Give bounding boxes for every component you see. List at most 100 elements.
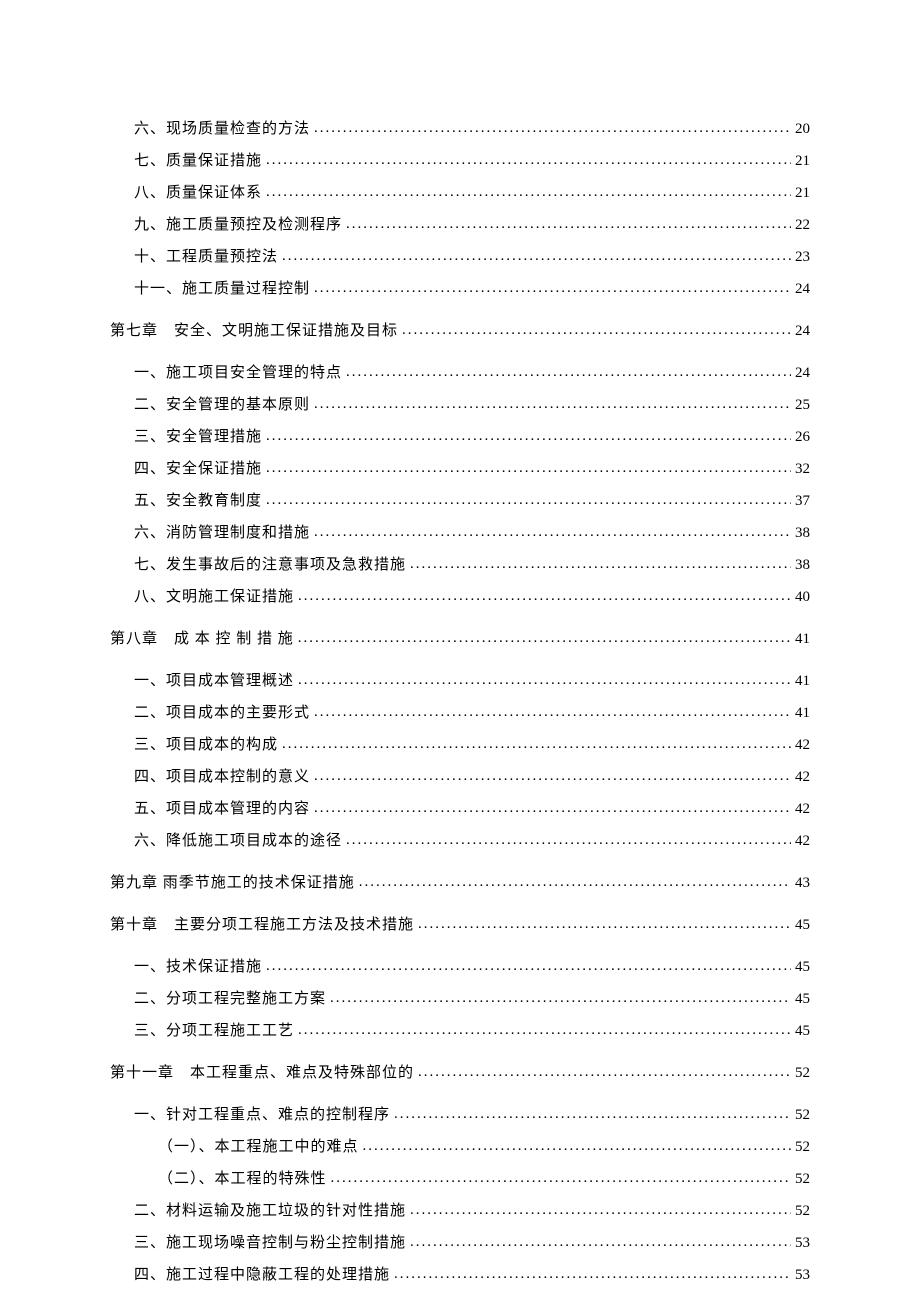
toc-entry-label: 第七章 安全、文明施工保证措施及目标 — [110, 322, 398, 340]
toc-leader-dots — [394, 1105, 791, 1123]
toc-entry-page: 52 — [795, 1138, 810, 1156]
toc-entry: 二、项目成本的主要形式41 — [110, 704, 810, 722]
toc-entry-label: 六、现场质量检查的方法 — [134, 120, 310, 138]
toc-entry-page: 45 — [795, 990, 810, 1008]
toc-entry: 七、发生事故后的注意事项及急救措施 38 — [110, 556, 810, 574]
toc-entry: 四、施工过程中隐蔽工程的处理措施53 — [110, 1266, 810, 1284]
toc-entry-page: 21 — [795, 184, 810, 202]
toc-leader-dots — [346, 215, 791, 233]
toc-leader-dots — [314, 279, 791, 297]
toc-entry-page: 32 — [795, 460, 810, 478]
toc-entry-label: 五、安全教育制度 — [134, 492, 262, 510]
toc-entry: 二、材料运输及施工垃圾的针对性措施 52 — [110, 1202, 810, 1220]
toc-entry: 五、安全教育制度 37 — [110, 492, 810, 510]
toc-leader-dots — [298, 629, 791, 647]
toc-entry: 三、项目成本的构成 42 — [110, 736, 810, 754]
toc-leader-dots — [418, 915, 791, 933]
toc-entry: 一、针对工程重点、难点的控制程序52 — [110, 1106, 810, 1124]
toc-entry-label: 三、项目成本的构成 — [134, 736, 278, 754]
toc-entry-page: 21 — [795, 152, 810, 170]
toc-entry-label: 五、项目成本管理的内容 — [134, 800, 310, 818]
toc-entry: 三、施工现场噪音控制与粉尘控制措施 53 — [110, 1234, 810, 1252]
toc-leader-dots — [346, 831, 791, 849]
toc-entry-label: 三、施工现场噪音控制与粉尘控制措施 — [134, 1234, 406, 1252]
toc-entry-label: 三、分项工程施工工艺 — [134, 1022, 294, 1040]
toc-entry-page: 42 — [795, 736, 810, 754]
toc-entry-page: 23 — [795, 248, 810, 266]
toc-entry-label: 十一、施工质量过程控制 — [134, 280, 310, 298]
toc-entry: 八、文明施工保证措施40 — [110, 588, 810, 606]
toc-entry: 第十章 主要分项工程施工方法及技术措施45 — [110, 916, 810, 934]
toc-leader-dots — [266, 957, 791, 975]
toc-entry-label: 二、分项工程完整施工方案 — [134, 990, 326, 1008]
toc-entry-label: 一、施工项目安全管理的特点 — [134, 364, 342, 382]
toc-entry: 四、项目成本控制的意义 42 — [110, 768, 810, 786]
toc-entry: 六、消防管理制度和措施38 — [110, 524, 810, 542]
toc-leader-dots — [410, 1201, 791, 1219]
toc-entry-label: （二）、本工程的特殊性 — [158, 1170, 327, 1188]
toc-leader-dots — [394, 1265, 791, 1283]
toc-entry-page: 26 — [795, 428, 810, 446]
toc-entry: 一、项目成本管理概述 41 — [110, 672, 810, 690]
toc-entry-page: 53 — [795, 1234, 810, 1252]
toc-entry: 第十一章 本工程重点、难点及特殊部位的 52 — [110, 1064, 810, 1082]
toc-entry: 九、施工质量预控及检测程序22 — [110, 216, 810, 234]
toc-entry-label: 四、项目成本控制的意义 — [134, 768, 310, 786]
toc-entry: 十、工程质量预控法23 — [110, 248, 810, 266]
toc-entry-label: 二、材料运输及施工垃圾的针对性措施 — [134, 1202, 406, 1220]
toc-leader-dots — [314, 799, 791, 817]
toc-entry-page: 38 — [795, 556, 810, 574]
toc-leader-dots — [266, 427, 791, 445]
toc-entry-label: 二、项目成本的主要形式 — [134, 704, 310, 722]
toc-entry: 一、技术保证措施45 — [110, 958, 810, 976]
toc-entry: 二、分项工程完整施工方案 45 — [110, 990, 810, 1008]
toc-entry: （一）、本工程施工中的难点 52 — [110, 1138, 810, 1156]
toc-entry-page: 45 — [795, 1022, 810, 1040]
toc-entry-page: 52 — [795, 1064, 810, 1082]
toc-entry-label: 一、项目成本管理概述 — [134, 672, 294, 690]
toc-leader-dots — [314, 395, 791, 413]
toc-leader-dots — [410, 555, 791, 573]
toc-leader-dots — [346, 363, 791, 381]
toc-leader-dots — [314, 523, 791, 541]
toc-entry-label: 四、施工过程中隐蔽工程的处理措施 — [134, 1266, 390, 1284]
toc-leader-dots — [282, 735, 791, 753]
toc-leader-dots — [266, 183, 791, 201]
toc-entry-label: 八、质量保证体系 — [134, 184, 262, 202]
toc-entry-label: 八、文明施工保证措施 — [134, 588, 294, 606]
toc-entry-label: 六、消防管理制度和措施 — [134, 524, 310, 542]
toc-entry-page: 45 — [795, 916, 810, 934]
toc-entry: 三、分项工程施工工艺 45 — [110, 1022, 810, 1040]
toc-entry-page: 45 — [795, 958, 810, 976]
toc-leader-dots — [266, 151, 791, 169]
toc-leader-dots — [418, 1063, 791, 1081]
toc-entry-page: 42 — [795, 800, 810, 818]
toc-entry-label: （一）、本工程施工中的难点 — [158, 1138, 359, 1156]
toc-leader-dots — [314, 119, 791, 137]
toc-entry: 七、质量保证措施21 — [110, 152, 810, 170]
toc-leader-dots — [402, 321, 791, 339]
toc-leader-dots — [314, 703, 791, 721]
toc-entry-page: 41 — [795, 630, 810, 648]
toc-entry: 十一、施工质量过程控制24 — [110, 280, 810, 298]
toc-entry-page: 42 — [795, 832, 810, 850]
toc-entry-page: 37 — [795, 492, 810, 510]
toc-entry: 第八章 成 本 控 制 措 施 41 — [110, 630, 810, 648]
toc-entry-label: 七、发生事故后的注意事项及急救措施 — [134, 556, 406, 574]
toc-entry: 第九章 雨季节施工的技术保证措施43 — [110, 874, 810, 892]
toc-entry-label: 第十一章 本工程重点、难点及特殊部位的 — [110, 1064, 414, 1082]
toc-entry-label: 二、安全管理的基本原则 — [134, 396, 310, 414]
toc-entry: （二）、本工程的特殊性 52 — [110, 1170, 810, 1188]
toc-leader-dots — [314, 767, 791, 785]
toc-entry-label: 四、安全保证措施 — [134, 460, 262, 478]
toc-entry-label: 第八章 成 本 控 制 措 施 — [110, 630, 294, 648]
toc-entry-page: 41 — [795, 672, 810, 690]
toc-entry-page: 20 — [795, 120, 810, 138]
toc-entry-label: 三、安全管理措施 — [134, 428, 262, 446]
toc-leader-dots — [266, 459, 791, 477]
toc-entry-page: 52 — [795, 1202, 810, 1220]
toc-entry-page: 42 — [795, 768, 810, 786]
toc-entry-page: 52 — [795, 1170, 810, 1188]
toc-entry: 八、质量保证体系 21 — [110, 184, 810, 202]
toc-leader-dots — [298, 587, 791, 605]
